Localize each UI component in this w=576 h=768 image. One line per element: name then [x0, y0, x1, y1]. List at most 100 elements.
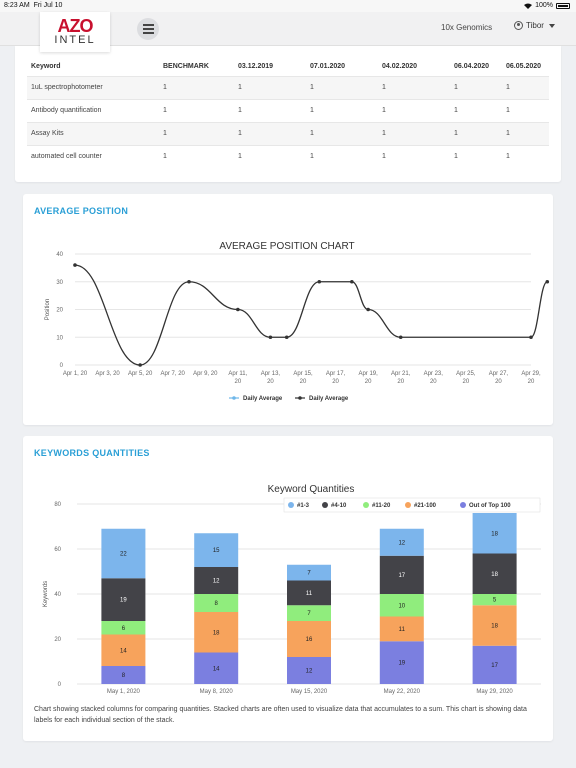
rank-cell: 1: [159, 98, 234, 122]
rank-cell: 1: [234, 121, 306, 145]
chart-title: AVERAGE POSITION CHART: [219, 241, 354, 252]
menu-icon[interactable]: [137, 18, 159, 40]
bar-segment: [101, 634, 146, 666]
column-header: 03.12.2019: [238, 63, 274, 71]
x-tick-label: Apr 9, 20: [193, 371, 218, 377]
logo-top: AZO: [57, 16, 94, 36]
x-tick-label: 20: [430, 379, 437, 385]
user-menu[interactable]: Tibor: [514, 21, 555, 30]
bar-segment: [287, 657, 331, 684]
bar-segment: [379, 555, 424, 594]
rank-cell: 1: [378, 75, 450, 99]
x-tick-label: 20: [300, 379, 307, 385]
bar-segment: [379, 528, 424, 556]
x-tick-label: Apr 17,: [326, 371, 346, 377]
y-axis-label: Position: [45, 299, 51, 320]
y-tick-label: 60: [54, 547, 61, 553]
bar-segment: [472, 513, 517, 554]
keyword-cell: 1uL spectrophotometer: [27, 75, 159, 99]
x-tick-label: Apr 3, 20: [95, 371, 120, 377]
rank-cell: 1: [450, 121, 502, 145]
x-tick-label: 20: [495, 379, 502, 385]
x-tick-label: Apr 29,: [521, 371, 541, 377]
rank-cell: 1: [159, 144, 234, 168]
data-label: 6: [122, 626, 126, 632]
section-title: AVERAGE POSITION: [34, 206, 129, 216]
legend-label: Out of Top 100: [469, 503, 511, 509]
rank-cell: 1: [378, 98, 450, 122]
y-tick-label: 40: [56, 252, 63, 258]
wifi-icon: [524, 3, 533, 9]
table-row[interactable]: automated cell counter 1 1 1 1 1 1: [27, 144, 549, 168]
data-point: [73, 263, 77, 267]
keywords-table-card: Keyword BENCHMARK 03.12.2019 07.01.2020 …: [15, 46, 561, 182]
table-row[interactable]: Antibody quantification 1 1 1 1 1 1: [27, 98, 549, 122]
legend-label: Daily Average: [309, 396, 349, 402]
table-row[interactable]: Assay Kits 1 1 1 1 1 1: [27, 121, 549, 145]
rank-cell: 1: [450, 144, 502, 168]
data-label: 7: [307, 611, 311, 617]
bar-segment: [472, 594, 517, 606]
bar-segment: [101, 621, 146, 635]
x-tick-label: Apr 27,: [489, 371, 509, 377]
rank-cell: 1: [378, 121, 450, 145]
x-tick-label: Apr 13,: [261, 371, 281, 377]
bar-segment: [379, 616, 424, 642]
bar-segment: [379, 594, 424, 617]
data-point: [366, 307, 370, 312]
data-label: 12: [306, 669, 313, 675]
chart-title: Keyword Quantities: [268, 484, 355, 495]
rank-cell: 1: [306, 144, 378, 168]
keyword-cell: Assay Kits: [27, 121, 159, 145]
column-header: 04.02.2020: [382, 63, 418, 71]
data-point: [138, 363, 142, 367]
rank-cell: 1: [502, 121, 549, 145]
data-label: 15: [213, 548, 220, 554]
x-tick-label: Apr 15,: [293, 371, 313, 377]
x-tick-label: May 15, 2020: [291, 689, 328, 695]
bar-segment: [101, 578, 146, 621]
data-point: [545, 279, 550, 284]
logo[interactable]: AZO INTEL: [40, 12, 110, 52]
rank-cell: 1: [306, 98, 378, 122]
average-position-chart: AVERAGE POSITION CHART 0 10 20 30 40 Position A…: [45, 241, 550, 402]
rank-cell: 1: [502, 144, 549, 168]
battery-percent: 100%: [535, 2, 553, 9]
x-tick-label: 20: [332, 379, 339, 385]
y-tick-label: 40: [54, 592, 61, 598]
data-label: 8: [215, 601, 219, 607]
user-icon: [514, 21, 523, 30]
table-row[interactable]: 1uL spectrophotometer 1 1 1 1 1 1: [27, 75, 549, 99]
rank-cell: 1: [234, 144, 306, 168]
data-label: 17: [491, 663, 498, 669]
bar-segment: [287, 621, 331, 657]
data-label: 18: [491, 531, 498, 537]
data-label: 10: [398, 603, 405, 609]
x-tick-label: Apr 23,: [424, 371, 444, 377]
keywords-table: Keyword BENCHMARK 03.12.2019 07.01.2020 …: [27, 58, 549, 168]
data-point: [398, 335, 403, 340]
data-label: 19: [120, 598, 127, 604]
x-tick-label: May 22, 2020: [384, 689, 421, 695]
y-tick-label: 20: [54, 637, 61, 643]
y-tick-label: 0: [58, 682, 62, 688]
data-point: [236, 307, 240, 312]
rank-cell: 1: [502, 75, 549, 99]
rank-cell: 1: [378, 144, 450, 168]
keyword-cell: automated cell counter: [27, 144, 159, 168]
rank-cell: 1: [234, 75, 306, 99]
data-label: 12: [213, 579, 220, 585]
series-line: [74, 264, 548, 366]
org-name[interactable]: 10x Genomics: [441, 23, 493, 32]
data-label: 22: [120, 552, 127, 558]
y-tick-label: 80: [54, 502, 61, 508]
x-tick-label: May 1, 2020: [107, 689, 141, 695]
y-tick-label: 0: [60, 363, 64, 369]
x-tick-label: 20: [267, 379, 274, 385]
column-header: BENCHMARK: [163, 63, 209, 71]
x-tick-label: May 8, 2020: [200, 689, 234, 695]
legend-marker: [288, 502, 294, 508]
data-label: 7: [307, 571, 311, 577]
bar-segment: [472, 605, 517, 646]
y-tick-label: 10: [56, 335, 63, 341]
